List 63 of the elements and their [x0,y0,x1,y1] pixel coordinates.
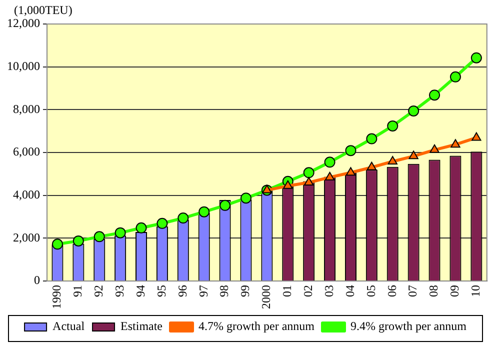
point [220,200,231,211]
point [450,71,461,82]
point [304,176,314,186]
y-tick-label: 6,000 [13,144,40,159]
point [408,105,420,116]
point [387,120,398,132]
point [240,192,252,204]
y-tick-label: 0 [34,273,40,288]
legend-label: Actual [52,319,86,334]
x-tick-label: 05 [364,285,378,297]
x-tick-label: 06 [384,285,399,297]
x-tick-label: 08 [426,285,441,297]
y-tick-label: 12,000 [7,16,40,30]
x-tick-label: 10 [468,285,483,297]
x-tick-label: 95 [154,285,168,297]
point [262,184,272,194]
x-tick-label: 04 [342,285,357,297]
x-tick-label: 07 [406,285,420,297]
point [366,162,377,170]
x-tick-label: 2000 [259,285,274,309]
legend-label: 4.7% growth per annum [198,319,316,334]
x-tick-label: 01 [280,285,294,297]
legend-label: 9.4% growth per annum [350,319,468,334]
x-tick-label: 94 [133,285,148,297]
point [324,156,336,168]
point [366,133,378,144]
x-tick-label: 93 [112,285,126,297]
x-tick-label: 02 [300,285,315,297]
point [303,167,314,178]
point [472,132,482,141]
y-tick-label: 4,000 [13,187,40,202]
point [198,206,210,218]
point [346,167,356,176]
x-tick-label: 09 [448,285,462,297]
point [408,150,418,160]
point [388,156,398,164]
y-tick-label: 10,000 [7,58,40,73]
point [345,145,356,156]
point [430,144,440,153]
point [470,52,482,64]
y-axis-title: (1,000TEU) [14,3,72,18]
point [450,139,460,148]
point [283,180,293,189]
point [324,172,335,180]
legend-label: Estimate [120,319,163,334]
x-tick-label: 92 [92,285,106,297]
x-tick-label: 91 [70,285,85,297]
point [136,222,147,234]
x-tick-label: 03 [322,285,336,297]
x-tick-label: 1990 [50,285,64,309]
x-tick-label: 99 [238,285,252,297]
point [429,90,440,101]
x-tick-label: 97 [196,285,210,297]
point [72,235,84,246]
x-tick-label: 96 [175,285,190,297]
point [178,212,189,224]
point [156,218,168,229]
point [52,238,63,250]
y-tick-label: 8,000 [13,102,40,116]
point [94,231,105,242]
x-tick-label: 98 [217,285,232,297]
y-tick-label: 2,000 [13,230,40,244]
point [114,227,126,238]
